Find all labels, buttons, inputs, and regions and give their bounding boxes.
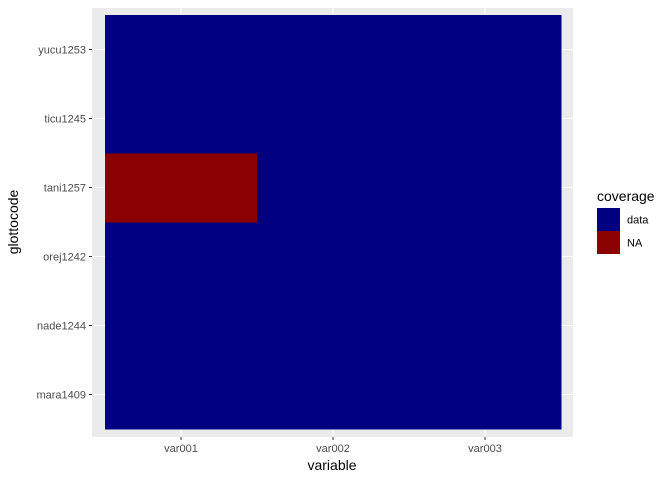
y-tick-label: mara1409 xyxy=(36,390,86,402)
heatmap-cell xyxy=(105,291,258,361)
y-axis-title: glottocode xyxy=(5,189,21,254)
heatmap-cell xyxy=(257,153,410,223)
heatmap-cell xyxy=(257,84,410,154)
y-tick-label: tani1257 xyxy=(44,183,86,195)
heatmap-cell xyxy=(105,153,258,223)
heatmap-cell xyxy=(257,15,410,85)
heatmap-cell xyxy=(257,222,410,292)
heatmap-cell xyxy=(409,291,562,361)
y-axis-ticks: mara1409 nade1244 orej1242 tani1257 ticu1245… xyxy=(36,45,92,402)
y-tick-label: orej1242 xyxy=(43,252,86,264)
x-axis-title: variable xyxy=(307,457,356,473)
legend-key xyxy=(597,208,620,231)
heatmap-cell xyxy=(257,360,410,430)
heatmap-cells xyxy=(105,15,562,430)
x-axis-ticks: var001 var002 var003 xyxy=(164,437,502,455)
legend: coverage data NA xyxy=(597,188,655,254)
y-tick-label: ticu1245 xyxy=(44,114,86,126)
heatmap-cell xyxy=(409,84,562,154)
legend-title: coverage xyxy=(597,188,655,204)
y-tick-label: yucu1253 xyxy=(38,45,86,57)
heatmap-cell xyxy=(105,84,258,154)
x-tick-label: var003 xyxy=(468,443,502,455)
y-tick-label: nade1244 xyxy=(37,321,86,333)
heatmap-cell xyxy=(105,15,258,85)
heatmap-cell xyxy=(105,222,258,292)
heatmap-cell xyxy=(409,222,562,292)
legend-label: NA xyxy=(627,238,643,250)
heatmap-cell xyxy=(257,291,410,361)
legend-key xyxy=(597,231,620,254)
heatmap-cell xyxy=(409,15,562,85)
heatmap-cell xyxy=(409,153,562,223)
heatmap-cell xyxy=(105,360,258,430)
x-tick-label: var001 xyxy=(164,443,198,455)
legend-label: data xyxy=(627,215,649,227)
heatmap-cell xyxy=(409,360,562,430)
x-tick-label: var002 xyxy=(316,443,350,455)
